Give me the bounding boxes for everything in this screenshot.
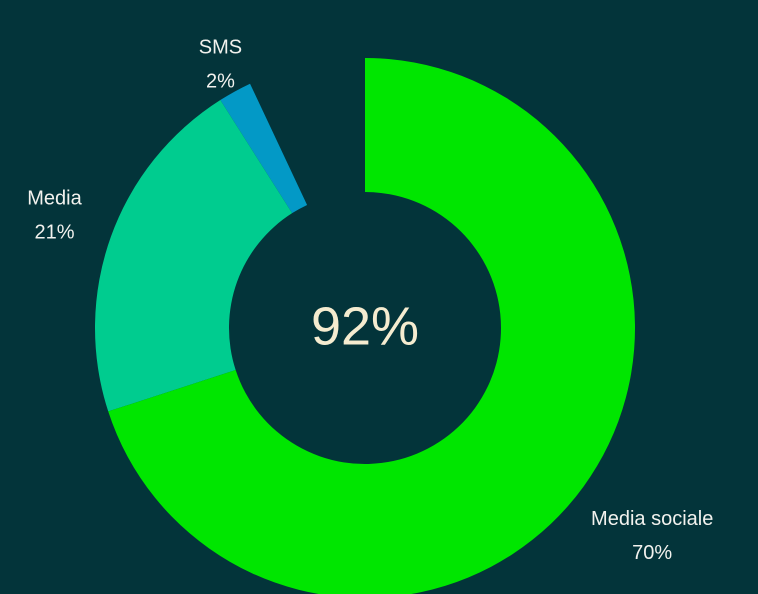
- slice-value: 70%: [632, 542, 672, 564]
- slice-label: Media: [27, 187, 82, 209]
- slice: [94, 100, 293, 412]
- slice-value: 21%: [34, 221, 74, 243]
- slice-label: SMS: [199, 36, 242, 58]
- slice-label: Media sociale: [591, 508, 713, 530]
- slice: [220, 83, 308, 214]
- slice: [108, 58, 635, 594]
- slice-value: 2%: [206, 70, 235, 92]
- center-label: 92%: [311, 296, 419, 356]
